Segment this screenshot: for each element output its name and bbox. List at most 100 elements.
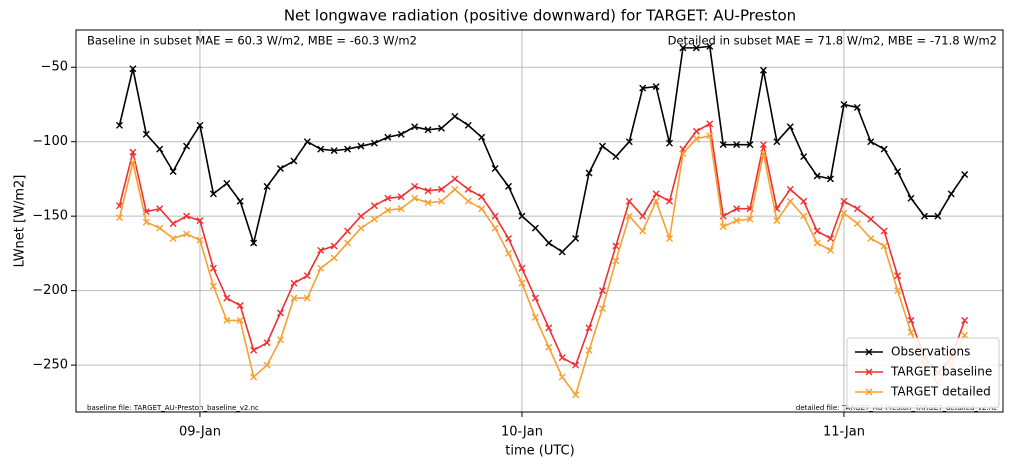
marker xyxy=(384,194,392,202)
marker xyxy=(451,112,459,120)
marker xyxy=(518,264,526,272)
marker xyxy=(558,373,566,381)
marker xyxy=(397,193,405,201)
marker xyxy=(733,141,741,149)
marker xyxy=(223,294,231,302)
marker xyxy=(451,175,459,183)
x-tick-label: 11-Jan xyxy=(823,425,865,440)
marker xyxy=(303,272,311,280)
marker xyxy=(625,212,633,220)
annotation: baseline file: TARGET_AU-Preston_baselin… xyxy=(87,404,259,412)
marker xyxy=(585,346,593,354)
marker xyxy=(853,220,861,228)
marker xyxy=(639,84,647,92)
marker xyxy=(652,197,660,205)
marker xyxy=(666,139,674,147)
marker xyxy=(666,235,674,242)
marker xyxy=(759,66,767,74)
marker xyxy=(276,165,284,172)
marker xyxy=(827,246,835,254)
marker xyxy=(142,130,150,138)
marker xyxy=(115,214,123,222)
marker xyxy=(209,264,217,272)
marker xyxy=(880,242,888,250)
marker xyxy=(773,217,781,225)
marker xyxy=(666,197,674,205)
marker xyxy=(800,153,808,161)
marker xyxy=(209,190,217,198)
marker xyxy=(746,215,754,223)
marker xyxy=(263,182,271,190)
marker xyxy=(357,224,365,232)
marker xyxy=(505,249,513,257)
marker xyxy=(572,391,580,399)
legend-label: Observations xyxy=(891,345,970,359)
marker xyxy=(894,167,902,175)
marker xyxy=(773,138,781,146)
marker xyxy=(759,141,767,149)
marker xyxy=(303,294,311,302)
x-tick-label: 10-Jan xyxy=(501,425,543,440)
marker xyxy=(437,185,445,193)
marker xyxy=(746,141,754,149)
marker xyxy=(880,145,888,153)
legend-marker xyxy=(865,388,873,396)
marker xyxy=(706,42,714,50)
marker xyxy=(505,235,513,242)
marker xyxy=(424,126,432,134)
marker xyxy=(209,282,217,290)
marker xyxy=(719,141,727,149)
marker xyxy=(411,194,419,202)
marker xyxy=(317,246,325,254)
marker xyxy=(706,120,714,128)
marker xyxy=(907,328,915,336)
chart-title: Net longwave radiation (positive downwar… xyxy=(284,7,796,25)
marker xyxy=(330,254,338,262)
marker xyxy=(733,217,741,225)
marker xyxy=(183,230,191,238)
marker xyxy=(223,179,231,187)
marker xyxy=(397,130,405,138)
marker xyxy=(303,138,311,146)
marker xyxy=(344,227,352,235)
marker xyxy=(451,185,459,193)
marker xyxy=(867,235,875,242)
marker xyxy=(411,182,419,190)
marker xyxy=(652,83,660,91)
marker xyxy=(827,175,835,183)
marker xyxy=(652,190,660,198)
marker xyxy=(129,65,137,73)
marker xyxy=(263,339,271,347)
marker xyxy=(196,217,204,225)
y-tick-label: −50 xyxy=(41,60,68,75)
marker xyxy=(733,205,741,213)
marker xyxy=(706,132,714,140)
marker xyxy=(384,206,392,214)
marker xyxy=(250,373,258,381)
marker xyxy=(183,142,191,150)
marker xyxy=(813,227,821,235)
series-line xyxy=(118,45,966,253)
marker xyxy=(558,248,566,256)
marker xyxy=(679,150,687,158)
marker xyxy=(250,346,258,354)
marker xyxy=(397,205,405,213)
marker xyxy=(424,187,432,195)
marker xyxy=(840,197,848,205)
marker xyxy=(840,209,848,217)
marker xyxy=(317,145,325,153)
marker xyxy=(531,313,539,321)
marker xyxy=(907,316,915,324)
marker xyxy=(370,139,378,147)
marker xyxy=(813,239,821,247)
marker xyxy=(545,343,553,351)
marker xyxy=(827,235,835,242)
marker xyxy=(625,138,633,146)
marker xyxy=(236,316,244,324)
marker xyxy=(464,197,472,205)
legend-label: TARGET detailed xyxy=(890,385,991,399)
annotation: Detailed in subset MAE = 71.8 W/m2, MBE … xyxy=(668,34,997,48)
marker xyxy=(692,135,700,143)
legend-box xyxy=(846,337,1000,409)
marker xyxy=(370,202,378,210)
